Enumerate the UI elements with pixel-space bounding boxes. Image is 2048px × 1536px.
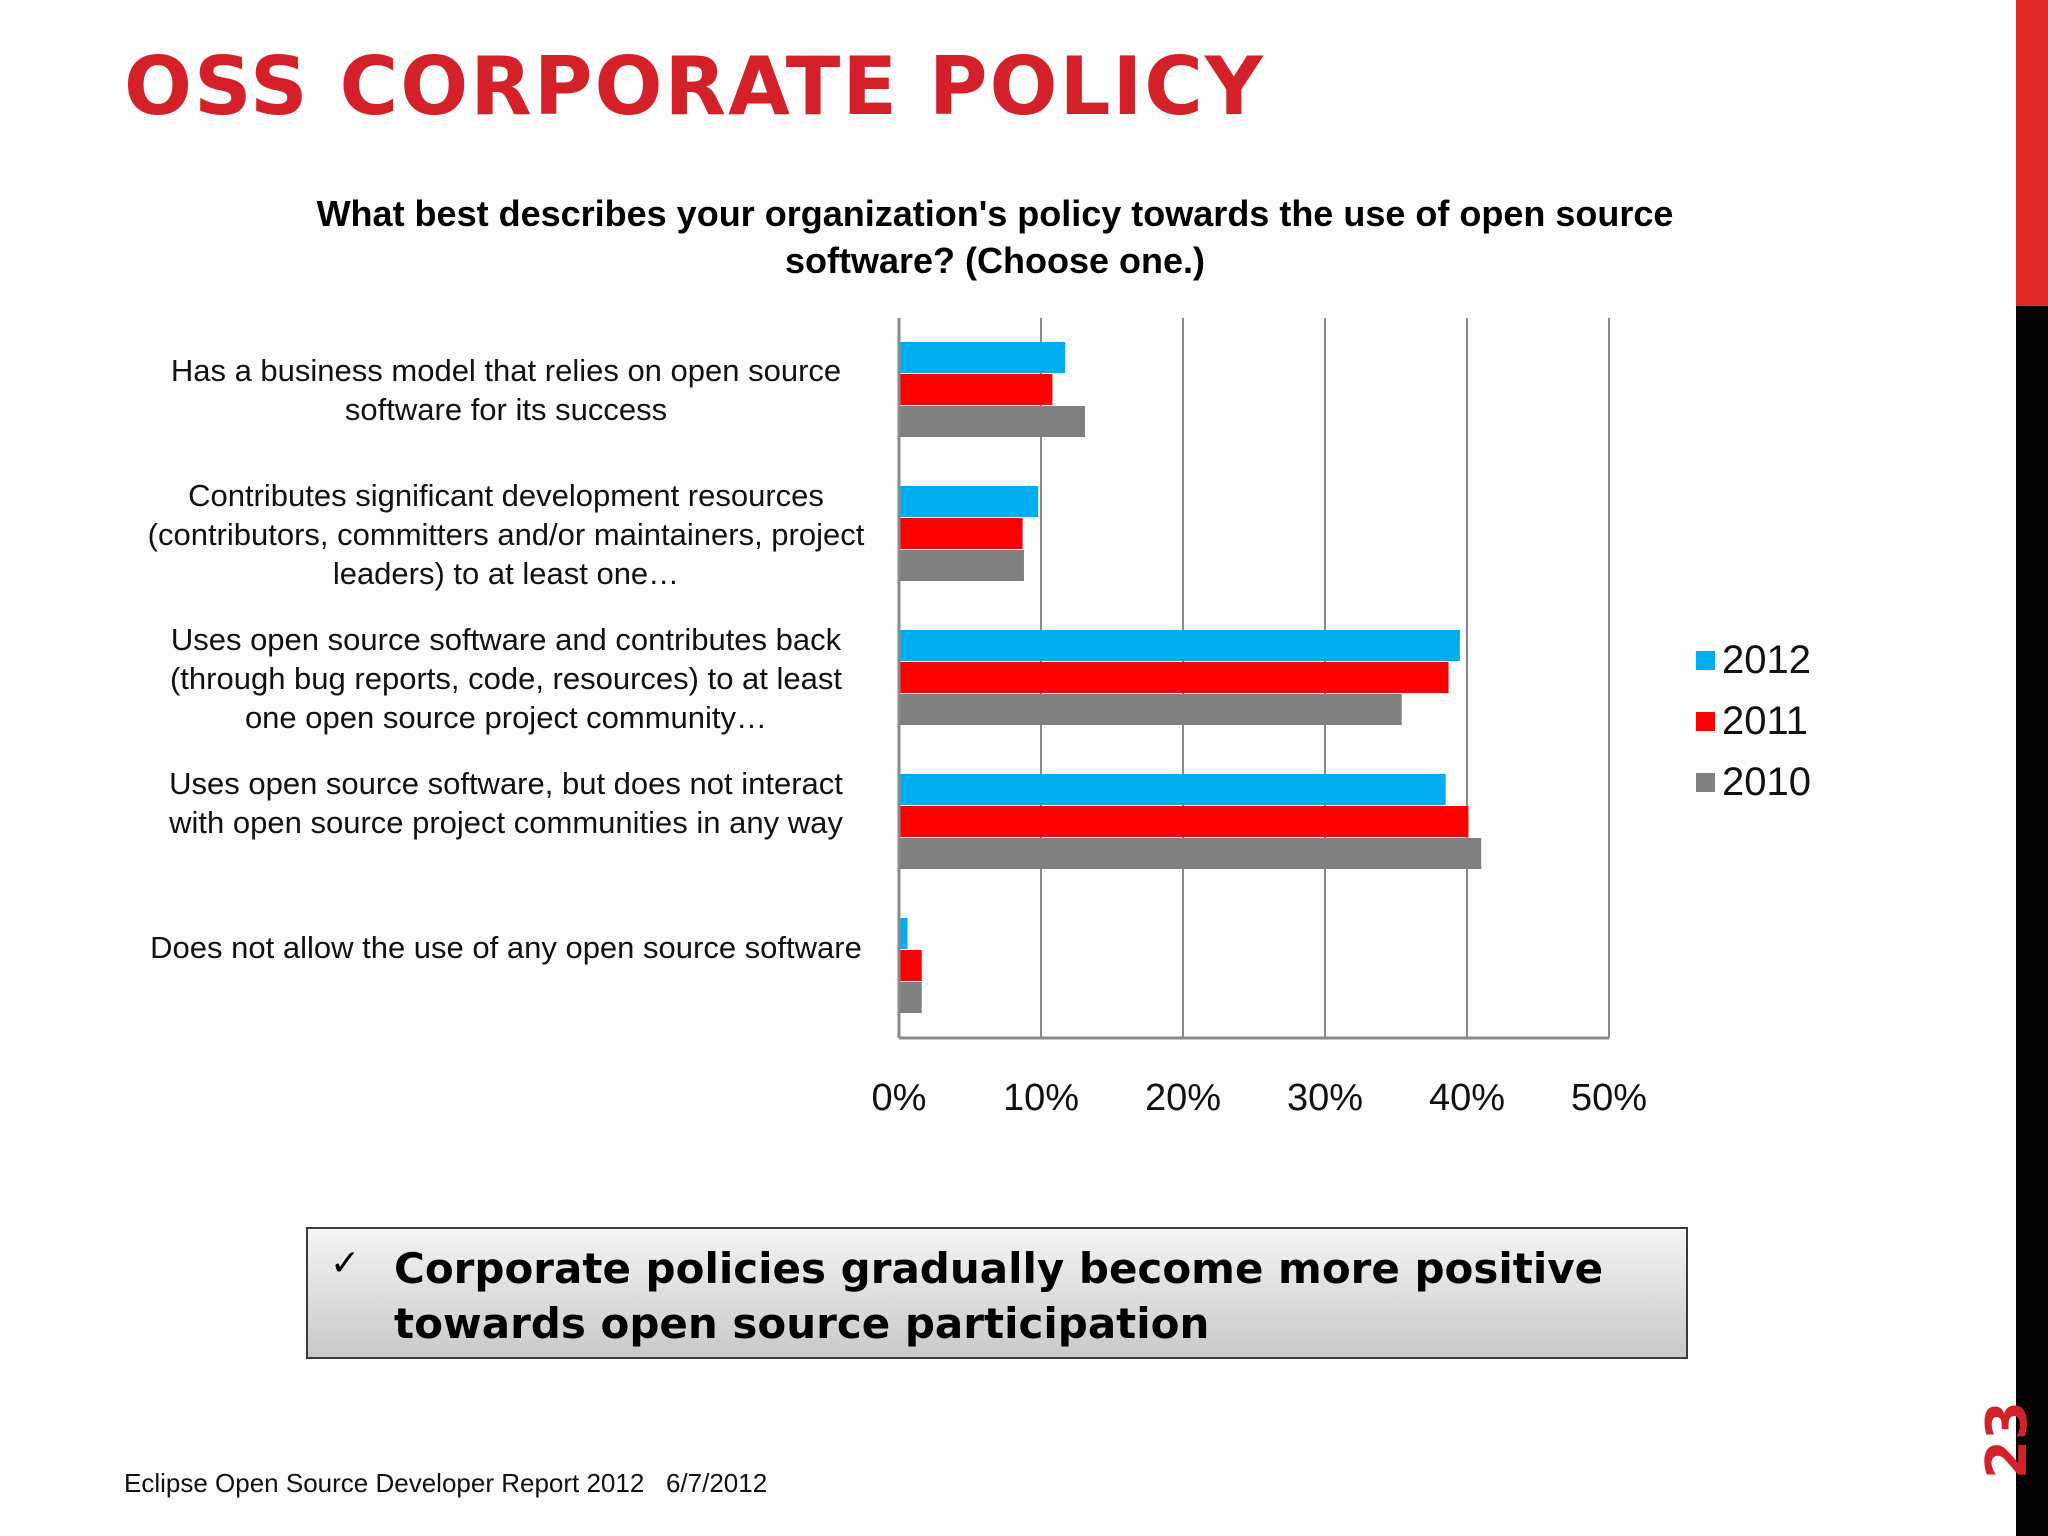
bar-2010-cat2 <box>899 550 1024 581</box>
footer-text: Eclipse Open Source Developer Report 201… <box>124 1468 768 1498</box>
sidebar-accent-red <box>2016 0 2048 306</box>
chart-title: What best describes your organization's … <box>316 193 1674 281</box>
chart-legend: 2012 2011 2010 <box>1696 630 1811 813</box>
legend-swatch-2010 <box>1696 773 1715 792</box>
bar-2011-cat4 <box>899 806 1469 837</box>
bar-2011-cat3 <box>899 662 1449 693</box>
category-label-4: Uses open source software, but does not … <box>169 766 843 840</box>
x-tick-label-2: 20% <box>1145 1077 1221 1119</box>
bar-2011-cat5 <box>899 950 922 981</box>
bar-2012-cat3 <box>899 630 1460 661</box>
bar-2012-cat1 <box>899 342 1066 373</box>
bar-2010-cat1 <box>899 406 1086 437</box>
checkmark-icon: ✓ <box>330 1243 361 1284</box>
x-tick-label-0: 0% <box>872 1077 927 1119</box>
bar-2012-cat4 <box>899 774 1446 805</box>
x-tick-label-1: 10% <box>1003 1077 1079 1119</box>
legend-label-2011: 2011 <box>1722 699 1809 743</box>
category-label-2: Contributes significant development reso… <box>147 478 865 591</box>
x-tick-label-4: 40% <box>1429 1077 1505 1119</box>
category-label-1: Has a business model that relies on open… <box>170 353 842 427</box>
bar-2011-cat1 <box>899 374 1053 405</box>
bar-2010-cat3 <box>899 694 1402 725</box>
category-label-5: Does not allow the use of any open sourc… <box>150 930 862 965</box>
legend-swatch-2012 <box>1696 651 1715 670</box>
slide-title: OSS CORPORATE POLICY <box>124 40 1265 133</box>
callout-text: Corporate policies gradually become more… <box>394 1244 1604 1348</box>
legend-label-2010: 2010 <box>1722 760 1811 804</box>
category-label-3: Uses open source software and contribute… <box>169 622 843 735</box>
bar-2010-cat4 <box>899 838 1482 869</box>
bar-2011-cat2 <box>899 518 1023 549</box>
sidebar-accent-black <box>2016 306 2048 1536</box>
legend-item-2012: 2012 <box>1696 630 1811 691</box>
bar-2012-cat2 <box>899 486 1039 517</box>
legend-item-2010: 2010 <box>1696 752 1811 813</box>
bar-2010-cat5 <box>899 982 922 1013</box>
legend-label-2012: 2012 <box>1722 638 1811 682</box>
takeaway-callout: ✓ Corporate policies gradually become mo… <box>306 1227 1688 1359</box>
x-tick-label-5: 50% <box>1571 1077 1647 1119</box>
x-tick-label-3: 30% <box>1287 1077 1363 1119</box>
legend-swatch-2011 <box>1696 712 1715 731</box>
bar-2012-cat5 <box>899 918 908 949</box>
legend-item-2011: 2011 <box>1696 691 1811 752</box>
